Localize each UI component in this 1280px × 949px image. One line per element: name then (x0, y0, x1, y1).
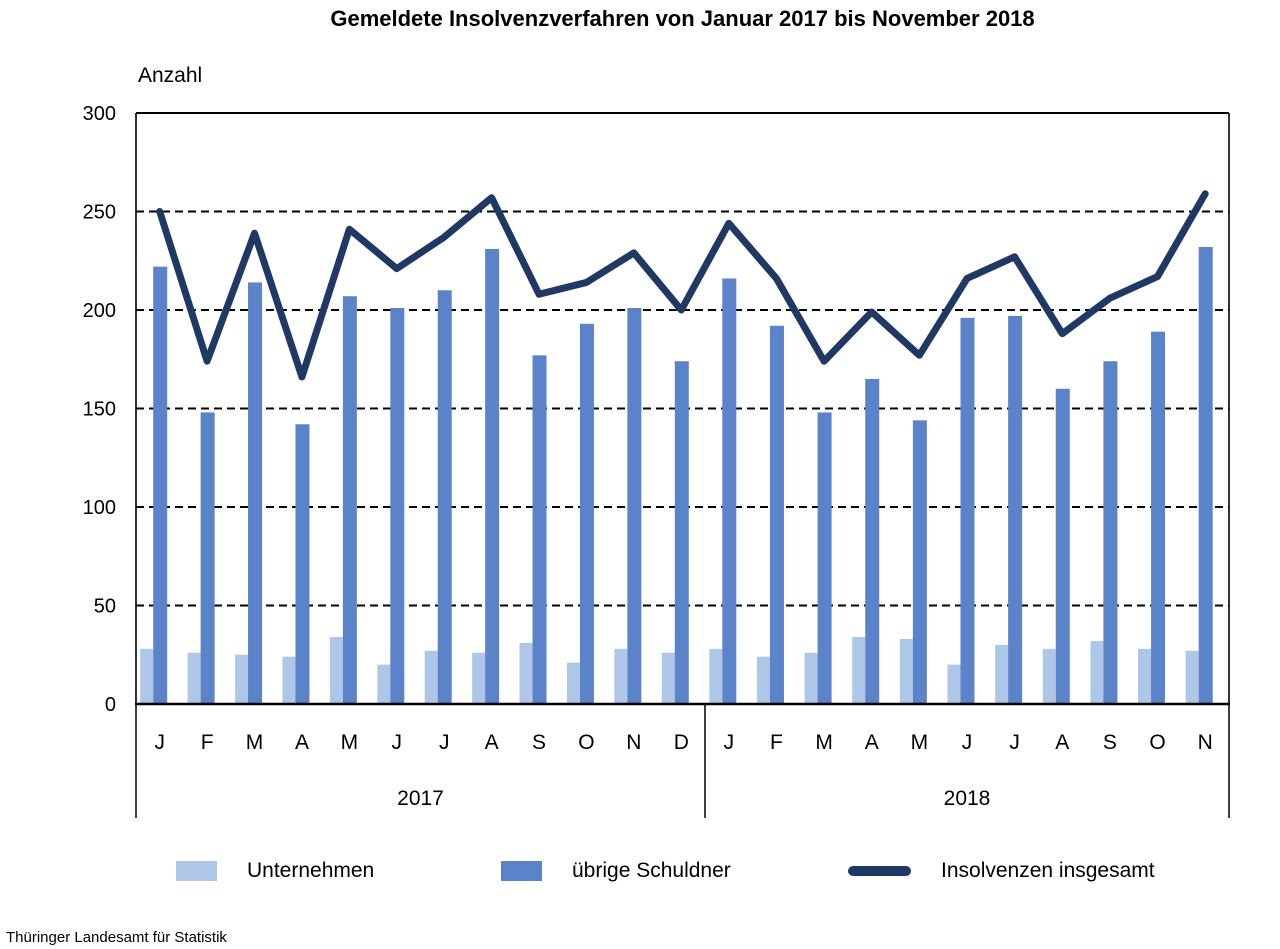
bar-uebrige-schuldner-22 (1198, 246, 1213, 704)
insgesamt-line-swatch (848, 866, 911, 876)
legend-label-uebrige-schuldner: übrige Schuldner (572, 859, 731, 882)
bar-unternehmen-3 (282, 656, 296, 704)
month-label-3: A (295, 731, 309, 754)
bar-unternehmen-18 (995, 644, 1009, 704)
bar-uebrige-schuldner-12 (722, 278, 737, 704)
bar-unternehmen-7 (472, 652, 486, 704)
bar-unternehmen-13 (756, 656, 770, 704)
bar-unternehmen-14 (804, 652, 818, 704)
bar-uebrige-schuldner-9 (579, 323, 594, 704)
y-tick-label-150: 150 (83, 399, 116, 421)
unternehmen-swatch (176, 861, 217, 881)
bar-unternehmen-11 (661, 652, 675, 704)
bar-uebrige-schuldner-21 (1151, 331, 1166, 704)
legend-item-uebrige-schuldner: übrige Schuldner (501, 856, 731, 886)
month-label-5: J (392, 731, 403, 754)
y-tick-label-250: 250 (83, 202, 116, 224)
legend-item-unternehmen: Unternehmen (176, 856, 374, 886)
bar-uebrige-schuldner-5 (390, 308, 405, 704)
legend-label-insgesamt: Insolvenzen insgesamt (941, 859, 1155, 882)
month-label-0: J (154, 731, 165, 754)
year-label-2018: 2018 (944, 787, 991, 810)
bar-unternehmen-8 (519, 642, 533, 704)
bar-unternehmen-15 (852, 637, 866, 704)
month-label-9: O (578, 731, 594, 754)
bar-uebrige-schuldner-1 (200, 412, 215, 704)
bar-uebrige-schuldner-14 (817, 412, 832, 704)
month-label-10: N (626, 731, 641, 754)
bar-uebrige-schuldner-3 (295, 424, 310, 704)
month-label-17: J (962, 731, 973, 754)
y-axis-title: Anzahl (138, 64, 203, 87)
bar-unternehmen-17 (947, 664, 961, 704)
month-label-16: M (911, 731, 929, 754)
bar-unternehmen-10 (614, 648, 628, 704)
month-label-1: F (201, 731, 214, 754)
bar-uebrige-schuldner-10 (627, 308, 642, 704)
bar-unternehmen-12 (709, 648, 723, 704)
month-label-12: J (724, 731, 735, 754)
bar-uebrige-schuldner-11 (674, 361, 689, 704)
bar-uebrige-schuldner-19 (1055, 388, 1070, 704)
source-attribution: Thüringer Landesamt für Statistik (6, 929, 227, 946)
bar-unternehmen-9 (566, 662, 580, 704)
bar-uebrige-schuldner-2 (248, 282, 263, 704)
bar-uebrige-schuldner-7 (485, 248, 500, 704)
y-tick-label-100: 100 (83, 497, 116, 519)
y-tick-label-50: 50 (94, 596, 116, 618)
bar-unternehmen-16 (899, 638, 913, 704)
month-label-20: S (1103, 731, 1117, 754)
month-label-11: D (674, 731, 689, 754)
bar-unternehmen-19 (1042, 648, 1056, 704)
bar-uebrige-schuldner-8 (532, 355, 547, 704)
month-label-18: J (1009, 731, 1020, 754)
month-label-19: A (1055, 731, 1069, 754)
bar-unternehmen-5 (377, 664, 391, 704)
bar-uebrige-schuldner-0 (153, 266, 168, 704)
line-insgesamt (156, 190, 1209, 381)
legend: Unternehmen übrige Schuldner Insolvenzen… (0, 856, 1280, 890)
month-label-6: J (439, 731, 450, 754)
bar-unternehmen-22 (1185, 650, 1199, 704)
bar-uebrige-schuldner-6 (437, 290, 452, 704)
chart-title: Gemeldete Insolvenzverfahren von Januar … (330, 6, 1035, 31)
month-label-2: M (246, 731, 264, 754)
bar-uebrige-schuldner-18 (1008, 315, 1023, 704)
bar-unternehmen-2 (235, 654, 249, 704)
chart-canvas: 0 50 100 150 200 250 300 J F M A M J J A S O N D J F M A M J J A S O… (83, 103, 1230, 818)
y-tick-label-200: 200 (83, 300, 116, 322)
bar-uebrige-schuldner-4 (342, 296, 357, 704)
bar-unternehmen-4 (329, 637, 343, 704)
month-label-13: F (770, 731, 783, 754)
month-label-7: A (485, 731, 499, 754)
y-tick-label-300: 300 (83, 103, 116, 125)
uebrige-schuldner-swatch (501, 861, 542, 881)
bar-unternehmen-20 (1090, 640, 1104, 704)
month-label-14: M (815, 731, 833, 754)
bar-uebrige-schuldner-20 (1103, 361, 1118, 704)
bar-uebrige-schuldner-17 (960, 317, 975, 704)
bar-uebrige-schuldner-15 (865, 378, 880, 704)
legend-item-insgesamt: Insolvenzen insgesamt (848, 856, 1155, 886)
bar-uebrige-schuldner-16 (912, 420, 927, 704)
bar-uebrige-schuldner-13 (769, 325, 784, 704)
bar-unternehmen-0 (140, 648, 154, 704)
bar-unternehmen-21 (1138, 648, 1152, 704)
year-label-2017: 2017 (397, 787, 444, 810)
month-label-15: A (865, 731, 879, 754)
month-label-4: M (341, 731, 359, 754)
month-label-21: O (1149, 731, 1165, 754)
legend-label-unternehmen: Unternehmen (247, 859, 375, 882)
bar-unternehmen-6 (424, 650, 438, 704)
y-tick-label-0: 0 (105, 694, 116, 716)
bar-unternehmen-1 (187, 652, 201, 704)
month-label-8: S (532, 731, 546, 754)
month-label-22: N (1198, 731, 1213, 754)
